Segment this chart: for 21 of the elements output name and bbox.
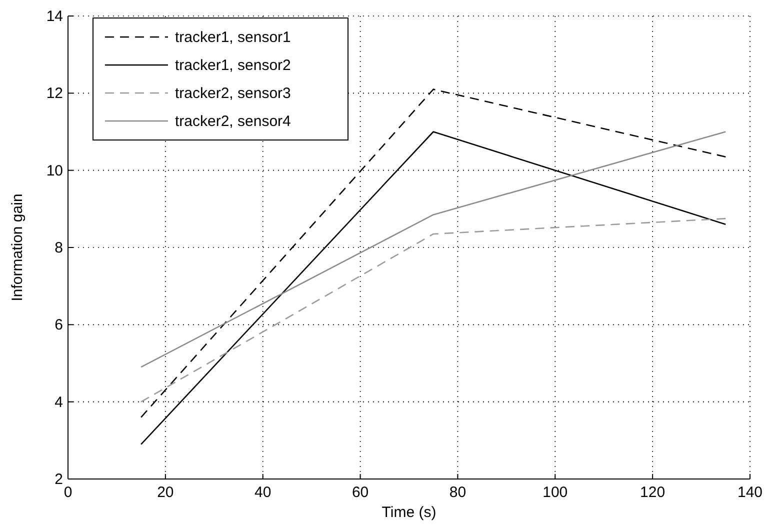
y-tick-label: 4: [54, 394, 63, 411]
y-tick-label: 10: [46, 162, 63, 180]
x-tick-label: 40: [254, 484, 272, 501]
legend-label: tracker2, sensor3: [175, 85, 291, 102]
y-tick-label: 2: [54, 471, 63, 488]
x-tick-label: 80: [449, 484, 466, 501]
x-tick-label: 140: [737, 484, 763, 501]
legend-label: tracker1, sensor2: [175, 57, 291, 74]
y-tick-label: 14: [46, 8, 63, 25]
x-axis-title: Time (s): [382, 504, 436, 521]
x-tick-label: 0: [64, 484, 72, 501]
x-tick-label: 20: [157, 484, 174, 501]
x-tick-label: 60: [352, 484, 369, 501]
y-tick-label: 6: [54, 316, 63, 334]
y-tick-label: 12: [46, 85, 63, 102]
x-tick-label: 120: [640, 484, 666, 501]
y-axis-title: Information gain: [9, 194, 26, 302]
legend-label: tracker2, sensor4: [175, 113, 291, 130]
x-tick-label: 100: [542, 484, 568, 501]
y-tick-label: 8: [54, 240, 63, 256]
legend-label: tracker1, sensor1: [175, 29, 291, 46]
